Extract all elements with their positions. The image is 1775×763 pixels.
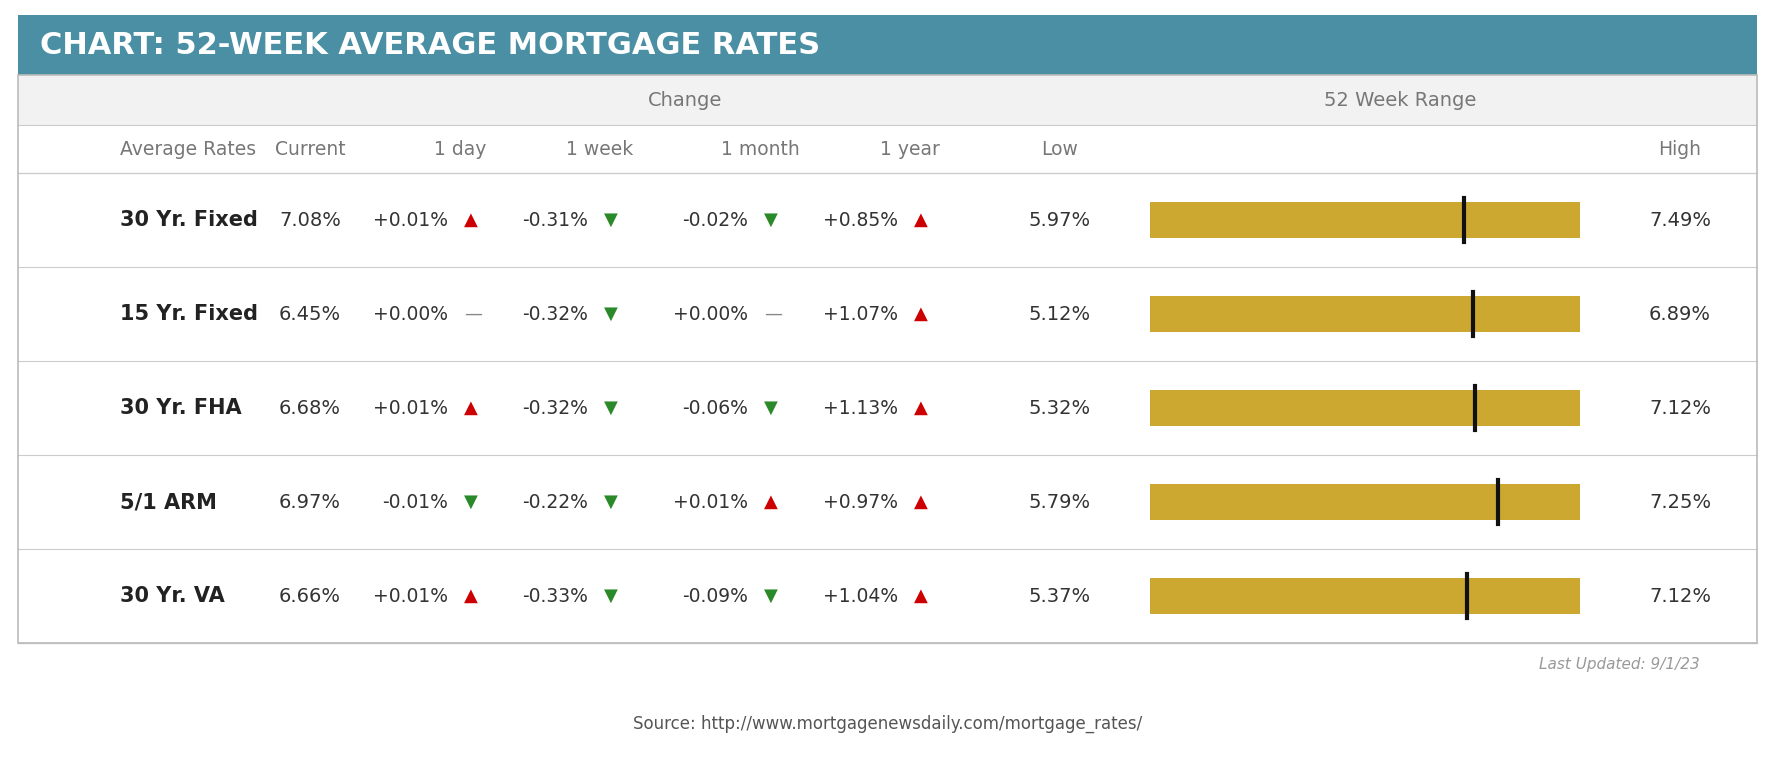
- Text: -0.33%: -0.33%: [522, 587, 588, 606]
- Text: ▲: ▲: [914, 493, 928, 511]
- Text: 1 month: 1 month: [721, 140, 799, 159]
- Text: ▼: ▼: [763, 587, 777, 605]
- Text: ▲: ▲: [914, 211, 928, 229]
- Text: ▼: ▼: [604, 587, 618, 605]
- Text: -0.32%: -0.32%: [522, 304, 588, 324]
- FancyBboxPatch shape: [18, 15, 1757, 75]
- Text: +0.01%: +0.01%: [373, 587, 447, 606]
- Text: -0.06%: -0.06%: [682, 398, 747, 417]
- Text: -0.31%: -0.31%: [522, 211, 588, 230]
- Text: 30 Yr. FHA: 30 Yr. FHA: [121, 398, 241, 418]
- FancyBboxPatch shape: [18, 75, 1757, 125]
- Text: ▼: ▼: [604, 493, 618, 511]
- Text: ▼: ▼: [763, 399, 777, 417]
- FancyBboxPatch shape: [18, 549, 1757, 643]
- Text: ▲: ▲: [914, 399, 928, 417]
- Text: 7.49%: 7.49%: [1649, 211, 1711, 230]
- Text: +1.04%: +1.04%: [824, 587, 898, 606]
- Text: 15 Yr. Fixed: 15 Yr. Fixed: [121, 304, 257, 324]
- Text: ▼: ▼: [604, 305, 618, 323]
- FancyBboxPatch shape: [1150, 578, 1580, 614]
- Text: 1 day: 1 day: [433, 140, 486, 159]
- Text: 52 Week Range: 52 Week Range: [1324, 91, 1477, 110]
- Text: 5.79%: 5.79%: [1030, 492, 1092, 511]
- Text: 7.12%: 7.12%: [1649, 398, 1711, 417]
- Text: +0.01%: +0.01%: [673, 492, 747, 511]
- FancyBboxPatch shape: [18, 267, 1757, 361]
- Text: —: —: [763, 305, 783, 323]
- Text: 7.12%: 7.12%: [1649, 587, 1711, 606]
- Text: ▼: ▼: [604, 211, 618, 229]
- FancyBboxPatch shape: [18, 361, 1757, 455]
- Text: 5.12%: 5.12%: [1030, 304, 1092, 324]
- Text: ▼: ▼: [463, 493, 477, 511]
- Text: +0.00%: +0.00%: [373, 304, 447, 324]
- FancyBboxPatch shape: [1150, 202, 1580, 238]
- Text: Last Updated: 9/1/23: Last Updated: 9/1/23: [1539, 657, 1700, 672]
- Text: +0.85%: +0.85%: [824, 211, 898, 230]
- Text: 1 week: 1 week: [566, 140, 634, 159]
- Text: -0.01%: -0.01%: [382, 492, 447, 511]
- Text: -0.32%: -0.32%: [522, 398, 588, 417]
- Text: 6.97%: 6.97%: [279, 492, 341, 511]
- Text: Change: Change: [648, 91, 722, 110]
- Text: +0.01%: +0.01%: [373, 211, 447, 230]
- Text: +0.97%: +0.97%: [824, 492, 898, 511]
- Text: ▼: ▼: [604, 399, 618, 417]
- Text: 7.25%: 7.25%: [1649, 492, 1711, 511]
- Text: 6.89%: 6.89%: [1649, 304, 1711, 324]
- FancyBboxPatch shape: [18, 173, 1757, 267]
- Text: Low: Low: [1042, 140, 1079, 159]
- Text: 30 Yr. VA: 30 Yr. VA: [121, 586, 225, 606]
- FancyBboxPatch shape: [18, 455, 1757, 549]
- FancyBboxPatch shape: [1150, 390, 1580, 426]
- FancyBboxPatch shape: [1150, 296, 1580, 332]
- Text: Average Rates: Average Rates: [121, 140, 256, 159]
- Text: ▲: ▲: [463, 211, 477, 229]
- Text: ▲: ▲: [463, 587, 477, 605]
- Text: 6.45%: 6.45%: [279, 304, 341, 324]
- Text: +0.00%: +0.00%: [673, 304, 747, 324]
- Text: ▲: ▲: [914, 305, 928, 323]
- Text: Current: Current: [275, 140, 346, 159]
- Text: 30 Yr. Fixed: 30 Yr. Fixed: [121, 210, 257, 230]
- Text: +1.13%: +1.13%: [824, 398, 898, 417]
- Text: ▲: ▲: [763, 493, 777, 511]
- Text: 7.08%: 7.08%: [279, 211, 341, 230]
- Text: ▼: ▼: [763, 211, 777, 229]
- Text: -0.09%: -0.09%: [682, 587, 747, 606]
- Text: CHART: 52-WEEK AVERAGE MORTGAGE RATES: CHART: 52-WEEK AVERAGE MORTGAGE RATES: [41, 31, 820, 60]
- Text: +1.07%: +1.07%: [824, 304, 898, 324]
- Text: ▲: ▲: [463, 399, 477, 417]
- Text: 5.37%: 5.37%: [1030, 587, 1092, 606]
- FancyBboxPatch shape: [1150, 484, 1580, 520]
- Text: -0.22%: -0.22%: [522, 492, 588, 511]
- Text: 5.97%: 5.97%: [1030, 211, 1092, 230]
- Text: —: —: [463, 305, 483, 323]
- Text: 6.66%: 6.66%: [279, 587, 341, 606]
- Text: Source: http://www.mortgagenewsdaily.com/mortgage_rates/: Source: http://www.mortgagenewsdaily.com…: [634, 715, 1141, 733]
- Text: 5.32%: 5.32%: [1030, 398, 1092, 417]
- Text: +0.01%: +0.01%: [373, 398, 447, 417]
- Text: 6.68%: 6.68%: [279, 398, 341, 417]
- Text: -0.02%: -0.02%: [682, 211, 747, 230]
- Text: 1 year: 1 year: [880, 140, 941, 159]
- Text: 5/1 ARM: 5/1 ARM: [121, 492, 217, 512]
- Text: ▲: ▲: [914, 587, 928, 605]
- Text: High: High: [1658, 140, 1702, 159]
